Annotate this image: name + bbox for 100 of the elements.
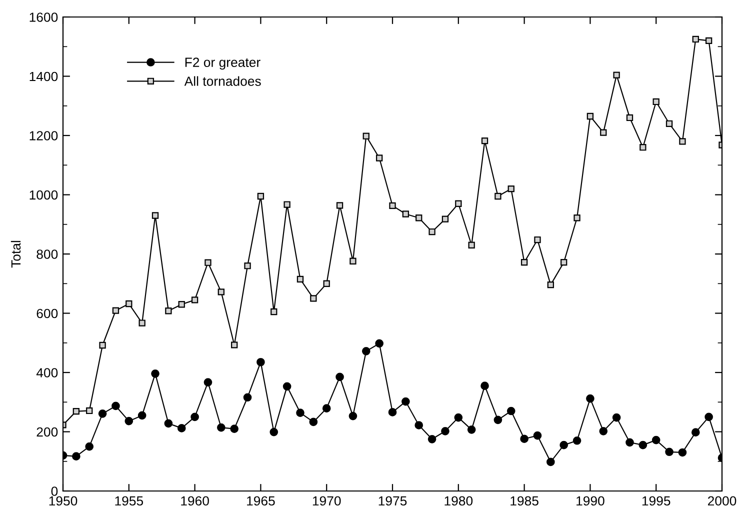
- x-tick-label: 1955: [115, 496, 144, 506]
- point: [586, 112, 594, 120]
- point: [72, 408, 80, 415]
- point: [270, 308, 278, 316]
- y-tick-label: 1200: [30, 131, 58, 140]
- point: [282, 382, 292, 391]
- point: [72, 452, 80, 461]
- y-tick-label: 400: [36, 368, 58, 378]
- point: [612, 413, 621, 422]
- point: [533, 431, 542, 440]
- point: [98, 410, 107, 418]
- point: [257, 192, 264, 200]
- point: [691, 428, 700, 437]
- point: [350, 258, 356, 264]
- x-tick-label: 1990: [576, 496, 604, 506]
- point: [626, 438, 634, 447]
- point: [190, 412, 199, 422]
- point: [441, 426, 450, 436]
- x-tick-label: 2000: [708, 496, 736, 506]
- point: [520, 434, 528, 444]
- point: [600, 129, 607, 136]
- point: [388, 408, 397, 416]
- point: [494, 192, 502, 200]
- point: [705, 37, 712, 44]
- point: [112, 307, 120, 314]
- point: [216, 423, 226, 432]
- point: [362, 132, 370, 140]
- point: [284, 201, 290, 208]
- point: [626, 114, 634, 122]
- point: [678, 448, 687, 457]
- point: [480, 382, 489, 390]
- point: [376, 154, 383, 162]
- point: [560, 258, 568, 266]
- point: [296, 276, 304, 283]
- point: [494, 416, 502, 424]
- point: [230, 424, 239, 433]
- point: [652, 436, 660, 444]
- point: [218, 288, 224, 296]
- point: [256, 358, 265, 366]
- y-axis-title: Total: [10, 240, 21, 268]
- point: [640, 144, 646, 151]
- point: [534, 236, 541, 244]
- point: [231, 342, 238, 348]
- point: [652, 98, 660, 106]
- legend-label: F2 or greater: [185, 58, 260, 70]
- point: [124, 416, 134, 426]
- point: [323, 280, 330, 287]
- point: [178, 301, 185, 308]
- point: [454, 413, 463, 422]
- point: [586, 394, 594, 403]
- point: [389, 202, 396, 210]
- point: [112, 402, 120, 410]
- point: [508, 185, 514, 192]
- point: [204, 378, 212, 386]
- point: [665, 448, 674, 456]
- x-tick-label: 1985: [510, 496, 538, 506]
- point: [467, 426, 476, 434]
- point: [99, 342, 106, 349]
- point: [547, 281, 554, 288]
- point: [574, 214, 580, 222]
- point: [309, 418, 318, 426]
- point: [348, 412, 358, 420]
- point: [414, 421, 424, 430]
- point: [402, 210, 410, 218]
- point: [638, 440, 648, 450]
- point: [310, 295, 317, 302]
- point: [85, 442, 94, 451]
- point: [506, 406, 516, 416]
- point: [126, 300, 132, 308]
- point: [402, 397, 410, 406]
- y-tick-label: 0: [51, 486, 58, 496]
- x-tick-label: 1980: [444, 496, 473, 506]
- point: [455, 200, 462, 207]
- point: [296, 408, 304, 417]
- y-tick-label: 800: [36, 250, 58, 259]
- x-tick-label: 1995: [642, 496, 670, 506]
- legend-label: All tornadoes: [184, 76, 261, 86]
- point: [322, 404, 331, 413]
- point: [481, 138, 488, 144]
- point: [546, 458, 555, 466]
- point: [520, 258, 528, 266]
- point: [613, 72, 620, 78]
- x-tick-label: 1950: [49, 496, 78, 506]
- point: [428, 228, 436, 236]
- point: [270, 428, 278, 436]
- point: [138, 320, 146, 326]
- point: [442, 216, 449, 222]
- point: [428, 434, 436, 444]
- point: [560, 440, 568, 450]
- point: [679, 138, 686, 145]
- point: [416, 214, 422, 222]
- point: [666, 120, 673, 127]
- y-tick-label: 200: [36, 427, 58, 437]
- point: [243, 393, 252, 402]
- point: [164, 419, 173, 428]
- y-tick-label: 1000: [30, 190, 58, 200]
- point: [138, 411, 146, 420]
- point: [704, 412, 713, 422]
- point: [468, 242, 475, 248]
- point: [599, 426, 608, 436]
